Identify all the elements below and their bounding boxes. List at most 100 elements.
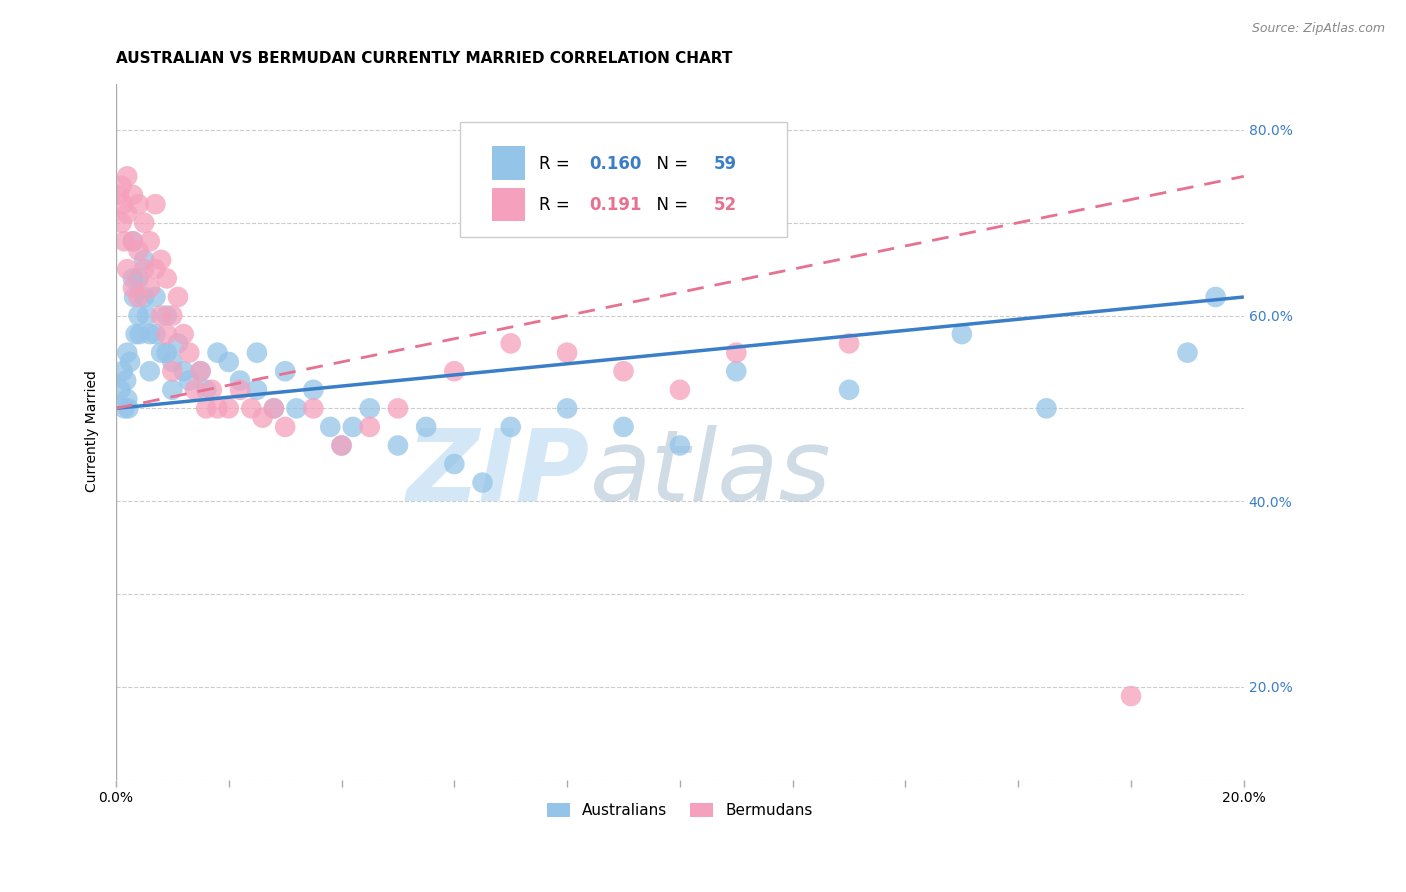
Text: ZIP: ZIP	[406, 425, 589, 522]
Point	[111, 197, 134, 211]
Point	[246, 383, 269, 397]
Point	[122, 235, 145, 249]
Point	[330, 438, 353, 452]
Point	[115, 374, 138, 388]
Point	[359, 420, 381, 434]
Text: atlas: atlas	[589, 425, 831, 522]
Point	[128, 290, 150, 304]
Point	[136, 309, 159, 323]
Point	[145, 290, 167, 304]
Point	[156, 327, 179, 342]
Point	[950, 327, 973, 342]
Point	[117, 345, 139, 359]
Text: R =: R =	[538, 154, 575, 172]
Point	[330, 438, 353, 452]
Point	[179, 345, 201, 359]
Point	[190, 364, 212, 378]
Point	[117, 262, 139, 277]
Point	[167, 290, 190, 304]
Point	[725, 364, 748, 378]
Point	[184, 383, 207, 397]
Point	[218, 355, 240, 369]
Y-axis label: Currently Married: Currently Married	[86, 370, 100, 492]
Text: N =: N =	[647, 154, 693, 172]
Point	[134, 216, 156, 230]
Point	[145, 327, 167, 342]
Point	[319, 420, 342, 434]
Point	[128, 327, 150, 342]
Point	[725, 345, 748, 359]
Point	[229, 374, 252, 388]
Point	[612, 420, 634, 434]
Text: 0.191: 0.191	[589, 196, 643, 214]
Point	[302, 383, 325, 397]
Point	[179, 374, 201, 388]
Point	[1205, 290, 1227, 304]
Point	[139, 235, 162, 249]
Point	[128, 271, 150, 285]
Point	[162, 383, 184, 397]
Point	[107, 187, 129, 202]
Point	[669, 438, 692, 452]
Point	[162, 355, 184, 369]
Point	[240, 401, 263, 416]
Point	[443, 457, 465, 471]
Point	[499, 420, 522, 434]
Point	[195, 401, 218, 416]
Point	[112, 401, 135, 416]
Point	[612, 364, 634, 378]
Point	[387, 401, 409, 416]
Text: 0.160: 0.160	[589, 154, 643, 172]
Point	[150, 345, 173, 359]
Point	[156, 309, 179, 323]
Point	[415, 420, 437, 434]
Point	[252, 410, 274, 425]
Point	[145, 197, 167, 211]
Point	[1035, 401, 1057, 416]
Point	[173, 364, 195, 378]
Point	[342, 420, 364, 434]
Point	[555, 345, 578, 359]
Point	[112, 235, 135, 249]
Text: N =: N =	[647, 196, 693, 214]
Point	[134, 252, 156, 267]
Point	[207, 345, 229, 359]
FancyBboxPatch shape	[460, 122, 787, 236]
Point	[162, 364, 184, 378]
Text: AUSTRALIAN VS BERMUDAN CURRENTLY MARRIED CORRELATION CHART: AUSTRALIAN VS BERMUDAN CURRENTLY MARRIED…	[115, 51, 733, 66]
Text: R =: R =	[538, 196, 575, 214]
Point	[128, 309, 150, 323]
Point	[173, 327, 195, 342]
Point	[122, 235, 145, 249]
Point	[167, 336, 190, 351]
Point	[274, 420, 297, 434]
Point	[195, 383, 218, 397]
Point	[110, 216, 132, 230]
Text: 52: 52	[714, 196, 737, 214]
Point	[1119, 689, 1142, 703]
Point	[499, 336, 522, 351]
Point	[443, 364, 465, 378]
Point	[201, 383, 224, 397]
Point	[207, 401, 229, 416]
Point	[838, 383, 860, 397]
Point	[150, 252, 173, 267]
Point	[156, 271, 179, 285]
Point	[359, 401, 381, 416]
Point	[145, 262, 167, 277]
Point	[471, 475, 494, 490]
Point	[229, 383, 252, 397]
Point	[150, 309, 173, 323]
Point	[128, 197, 150, 211]
Point	[274, 364, 297, 378]
Point	[838, 336, 860, 351]
Point	[190, 364, 212, 378]
Point	[156, 345, 179, 359]
Point	[122, 290, 145, 304]
Point	[110, 178, 132, 193]
Point	[162, 309, 184, 323]
Point	[110, 383, 132, 397]
Point	[246, 345, 269, 359]
Point	[302, 401, 325, 416]
Point	[218, 401, 240, 416]
